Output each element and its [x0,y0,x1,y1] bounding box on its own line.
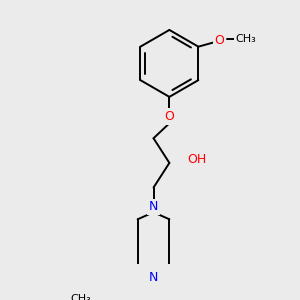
Text: O: O [214,34,224,47]
Text: N: N [149,271,158,284]
Text: CH₃: CH₃ [70,294,91,300]
Text: N: N [149,200,158,214]
Text: OH: OH [187,153,206,166]
Text: CH₃: CH₃ [236,34,256,44]
Text: O: O [164,110,174,123]
